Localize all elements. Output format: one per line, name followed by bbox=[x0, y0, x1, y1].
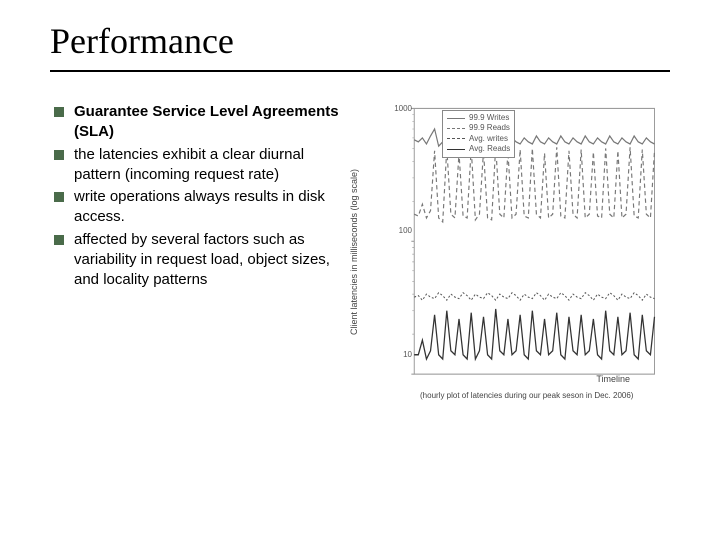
legend-row: 99.9 Reads bbox=[447, 123, 510, 133]
bullet-item: write operations always results in disk … bbox=[50, 187, 350, 228]
x-axis-label: Timeline bbox=[596, 374, 630, 384]
bullet-text: write operations always results in disk … bbox=[74, 187, 350, 228]
bullet-marker-icon bbox=[54, 235, 64, 245]
bullet-item: affected by several factors such as vari… bbox=[50, 230, 350, 291]
legend-swatch-icon bbox=[447, 138, 465, 139]
page-title: Performance bbox=[50, 20, 670, 62]
legend-row: 99.9 Writes bbox=[447, 113, 510, 123]
legend-row: Avg. writes bbox=[447, 134, 510, 144]
legend-swatch-icon bbox=[447, 149, 465, 150]
series-line bbox=[414, 293, 654, 301]
legend-label: Avg. writes bbox=[469, 134, 508, 144]
legend-label: 99.9 Reads bbox=[469, 123, 510, 133]
bullet-text: Guarantee Service Level Agreements (SLA) bbox=[74, 102, 350, 143]
bullet-item: Guarantee Service Level Agreements (SLA) bbox=[50, 102, 350, 143]
legend-row: Avg. Reads bbox=[447, 144, 510, 154]
latency-chart: Client latencies in milliseconds (log sc… bbox=[360, 102, 670, 402]
content-row: Guarantee Service Level Agreements (SLA)… bbox=[50, 102, 670, 402]
legend-label: Avg. Reads bbox=[469, 144, 510, 154]
bullet-marker-icon bbox=[54, 107, 64, 117]
chart-legend: 99.9 Writes99.9 ReadsAvg. writesAvg. Rea… bbox=[442, 110, 515, 158]
bullet-item: the latencies exhibit a clear diurnal pa… bbox=[50, 145, 350, 186]
legend-swatch-icon bbox=[447, 128, 465, 129]
title-underline bbox=[50, 70, 670, 72]
chart-caption: (hourly plot of latencies during our pea… bbox=[420, 391, 670, 400]
bullet-marker-icon bbox=[54, 192, 64, 202]
series-line bbox=[414, 309, 654, 359]
bullet-text: affected by several factors such as vari… bbox=[74, 230, 350, 291]
ytick-100: 100 bbox=[388, 226, 412, 235]
bullet-list: Guarantee Service Level Agreements (SLA)… bbox=[50, 102, 350, 402]
ytick-1000: 1000 bbox=[388, 104, 412, 113]
ytick-10: 10 bbox=[388, 350, 412, 359]
y-axis-label: Client latencies in milliseconds (log sc… bbox=[349, 169, 359, 335]
bullet-text: the latencies exhibit a clear diurnal pa… bbox=[74, 145, 350, 186]
legend-swatch-icon bbox=[447, 118, 465, 119]
bullet-marker-icon bbox=[54, 150, 64, 160]
legend-label: 99.9 Writes bbox=[469, 113, 509, 123]
